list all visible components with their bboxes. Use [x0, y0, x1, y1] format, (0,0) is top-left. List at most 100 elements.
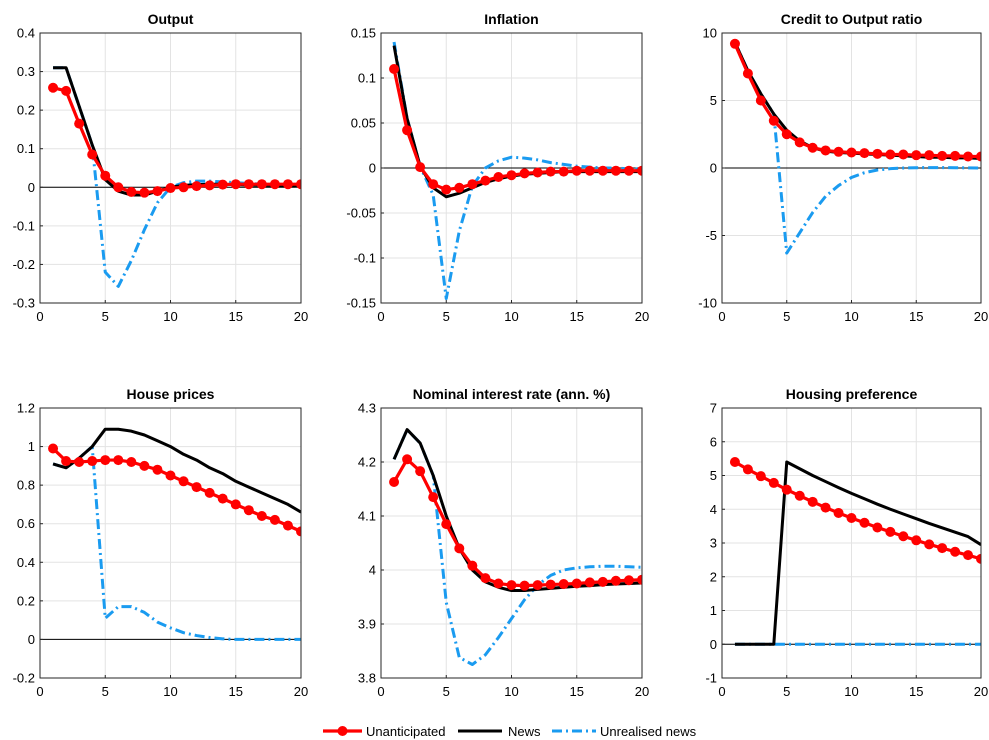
data-point: [976, 151, 981, 162]
data-point: [165, 470, 176, 481]
data-point: [571, 165, 582, 176]
y-tick-label: 4: [369, 563, 376, 578]
y-tick-label: 6: [710, 434, 717, 449]
y-tick-label: -0.2: [13, 257, 35, 272]
y-tick-label: 0.2: [17, 593, 35, 608]
y-tick-label: 0.15: [351, 26, 376, 41]
x-tick-label: 5: [102, 309, 109, 324]
x-tick-label: 15: [229, 309, 243, 324]
y-tick-label: 0.1: [17, 141, 35, 156]
series-news: [52, 427, 301, 514]
y-tick-label: -5: [705, 228, 717, 243]
data-point: [846, 513, 857, 524]
y-tick-label: 0.6: [17, 516, 35, 531]
data-point: [768, 115, 779, 126]
y-tick-label: 10: [703, 26, 717, 41]
data-point: [885, 526, 896, 537]
legend-item-news: News: [458, 724, 541, 739]
x-tick-label: 20: [294, 309, 308, 324]
y-tick-label: 3.8: [358, 671, 376, 686]
data-point: [415, 162, 426, 173]
data-point: [126, 186, 137, 197]
y-tick-label: 0.2: [17, 103, 35, 118]
data-point: [204, 180, 215, 191]
x-tick-label: 5: [783, 684, 790, 699]
y-tick-label: 7: [710, 401, 717, 416]
y-tick-label: 0.4: [17, 26, 35, 41]
x-tick-label: 0: [718, 684, 725, 699]
data-point: [256, 511, 267, 521]
data-point: [820, 145, 831, 156]
data-point: [402, 125, 413, 136]
data-point: [282, 520, 293, 531]
y-tick-label: -0.05: [346, 206, 376, 221]
chart-panel-inflation: 0 5 10 15 20 -0.15 -0.1 -0.05 0 0.05 0.1 0.15 Inflat…: [346, 11, 649, 324]
data-point: [217, 179, 228, 190]
data-point: [545, 579, 556, 590]
x-tick-label: 10: [504, 309, 518, 324]
data-point: [950, 150, 961, 161]
data-point: [519, 580, 530, 591]
data-point: [152, 186, 163, 197]
data-point: [230, 179, 241, 190]
data-point: [113, 182, 124, 193]
data-point: [61, 85, 72, 96]
data-point: [545, 166, 556, 177]
y-tick-label: 1: [28, 439, 35, 454]
data-point: [217, 493, 228, 504]
data-point: [493, 172, 504, 182]
data-point: [532, 580, 543, 591]
data-point: [506, 580, 517, 591]
chart-title: House prices: [127, 386, 215, 402]
data-point: [428, 492, 439, 503]
data-point: [269, 514, 280, 525]
data-point: [610, 165, 621, 176]
legend: Unanticipated News Unrealised news: [323, 724, 697, 739]
data-point: [191, 181, 202, 192]
data-point: [898, 149, 909, 160]
data-point: [781, 129, 792, 140]
data-point: [165, 183, 176, 194]
data-point: [781, 484, 792, 495]
y-tick-label: -1: [705, 671, 717, 686]
data-point: [885, 149, 896, 160]
data-point: [454, 182, 465, 193]
x-tick-label: 15: [909, 684, 923, 699]
data-point: [389, 476, 400, 487]
series-unanticipated: [729, 457, 981, 564]
data-point: [637, 165, 642, 176]
data-point: [178, 182, 189, 193]
x-tick-label: 15: [570, 309, 584, 324]
data-point: [807, 496, 818, 507]
y-tick-label: -0.3: [13, 296, 35, 311]
data-point: [532, 167, 543, 178]
series-news: [734, 460, 981, 646]
data-point: [937, 543, 948, 554]
data-point: [768, 477, 779, 488]
y-tick-label: -0.1: [354, 251, 376, 266]
y-tick-label: 5: [710, 93, 717, 108]
data-point: [269, 179, 280, 190]
series-line-news: [734, 460, 981, 646]
data-point: [807, 142, 818, 153]
data-point: [898, 531, 909, 542]
data-point: [243, 179, 254, 190]
data-point: [729, 38, 740, 49]
data-point: [584, 165, 595, 176]
data-point: [637, 574, 642, 585]
data-point: [729, 457, 740, 467]
y-tick-label: -0.15: [346, 296, 376, 311]
y-tick-label: 3.9: [358, 617, 376, 632]
data-point: [87, 456, 98, 467]
data-point: [755, 471, 766, 482]
data-point: [755, 95, 766, 106]
chart-panel-credit-to-output-ratio: 0 5 10 15 20 -10 -5 0 5 10 Credit to Output ratio: [698, 11, 988, 324]
data-point: [61, 456, 72, 467]
y-tick-label: 0.8: [17, 478, 35, 493]
data-point: [441, 184, 452, 195]
data-point: [243, 505, 254, 516]
y-tick-label: -10: [698, 296, 717, 311]
y-tick-label: 1: [710, 603, 717, 618]
y-tick-label: 0: [710, 161, 717, 176]
